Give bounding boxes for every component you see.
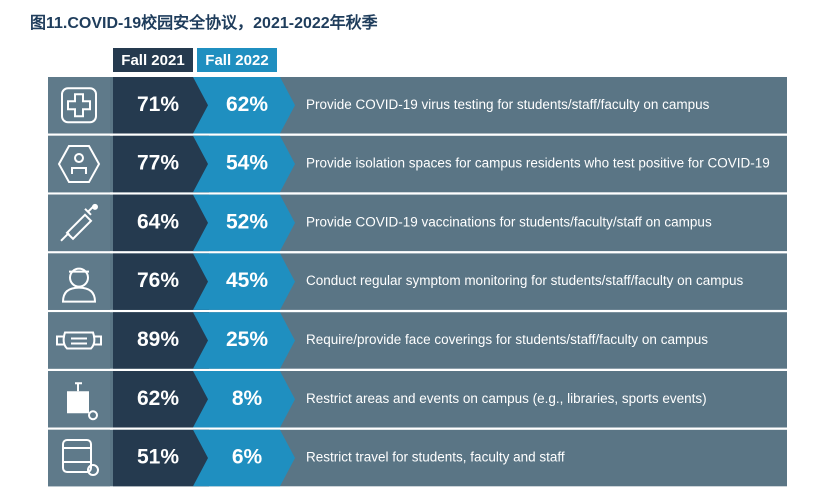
row-label: Provide isolation spaces for campus resi…: [306, 156, 770, 171]
row-label: Require/provide face coverings for stude…: [306, 332, 708, 347]
fall-2021-cell: [113, 194, 209, 252]
icon: [56, 331, 102, 350]
fall-2021-value: 62%: [137, 387, 179, 410]
fall-2022-value: 25%: [226, 328, 268, 351]
icon-cell: [48, 429, 110, 487]
column-header: Fall 2022: [205, 52, 268, 69]
row-label: Restrict areas and events on campus (e.g…: [306, 391, 707, 406]
row: 77% 54% Provide isolation spaces for campu…: [48, 135, 787, 193]
fall-2022-value: 52%: [226, 210, 268, 233]
row: 89% 25% Require/provide face coverings for…: [48, 312, 787, 369]
icon: [61, 267, 97, 303]
fall-2022-value: 6%: [232, 446, 263, 469]
icon: [67, 382, 98, 421]
fall-2021-value: 76%: [137, 269, 179, 292]
fall-2021-cell: [113, 77, 209, 134]
fall-2021-cell: [113, 253, 209, 310]
row-label: Conduct regular symptom monitoring for s…: [306, 273, 743, 288]
fall-2021-value: 51%: [137, 446, 179, 469]
fall-2021-value: 89%: [137, 328, 179, 351]
icon-cell: [48, 253, 110, 310]
row-label: Restrict travel for students, faculty an…: [306, 450, 565, 465]
fall-2022-value: 8%: [232, 387, 263, 410]
column-header: Fall 2021: [121, 52, 184, 69]
icon-cell: [48, 194, 110, 252]
fall-2021-cell: [113, 312, 209, 369]
fall-2022-value: 62%: [226, 93, 268, 116]
fall-2022-cell: [193, 135, 295, 193]
fall-2021-cell: [113, 135, 209, 193]
row-label: Provide COVID-19 vaccinations for studen…: [306, 214, 712, 229]
fall-2021-value: 77%: [137, 152, 179, 175]
fall-2022-value: 45%: [226, 269, 268, 292]
icon: [57, 145, 101, 184]
icon: [62, 439, 99, 477]
fall-2021-value: 71%: [137, 93, 179, 116]
row: 51% 6% Restrict travel for students, facul…: [48, 429, 787, 487]
fall-2021-cell: [113, 371, 209, 428]
row: 71% 62% Provide COVID-19 virus testing for…: [48, 77, 787, 134]
icon-cell: [48, 135, 110, 193]
row: 76% 45% Conduct regular symptom monitoring…: [48, 253, 787, 310]
fall-2022-cell: [193, 371, 295, 428]
icon: [61, 87, 97, 124]
row-label: Provide COVID-19 virus testing for stude…: [306, 97, 710, 112]
fall-2022-cell: [193, 312, 295, 369]
fall-2022-cell: [193, 429, 295, 487]
rows: 71% 62% Provide COVID-19 virus testing for…: [48, 77, 787, 487]
title: 图11.COVID-19校园安全协议，2021-2022年秋季: [30, 13, 379, 32]
fall-2021-value: 64%: [137, 210, 179, 233]
icon-cell: [48, 77, 110, 134]
column-header-bg: [113, 48, 193, 72]
icon-cell: [48, 312, 110, 369]
icon: [60, 203, 98, 242]
fall-2022-value: 54%: [226, 152, 268, 175]
fall-2022-cell: [193, 194, 295, 252]
row: 64% 52% Provide COVID-19 vaccinations for …: [48, 194, 787, 252]
fall-2021-cell: [113, 429, 209, 487]
row: 62% 8% Restrict areas and events on campus…: [48, 371, 787, 428]
fall-2022-cell: [193, 253, 295, 310]
column-header-bg: [197, 48, 277, 72]
fall-2022-cell: [193, 77, 295, 134]
